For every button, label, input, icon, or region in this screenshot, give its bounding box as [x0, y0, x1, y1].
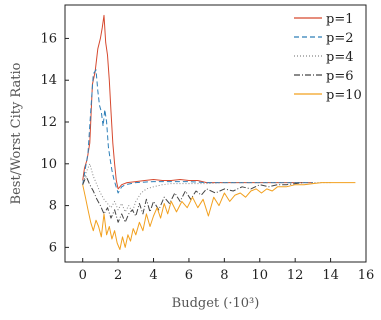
series-line-p=1 [82, 14, 313, 190]
legend-label: p=2 [326, 31, 354, 46]
series-line-p=4 [82, 163, 331, 213]
legend: p=1 p=2 p=4 p=6 p=10 [294, 12, 362, 103]
x-tick-label: 6 [185, 268, 193, 283]
y-tick-label: 12 [40, 115, 57, 130]
y-axis-title: Best/Worst City Ratio [9, 62, 24, 204]
x-tick-label: 8 [220, 268, 228, 283]
x-tick-label: 4 [149, 268, 157, 283]
y-tick-label: 16 [40, 31, 57, 46]
x-tick-label: 0 [79, 268, 87, 283]
x-tick-label: 2 [114, 268, 122, 283]
y-tick-label: 6 [49, 240, 57, 255]
legend-label: p=4 [326, 50, 354, 65]
y-tick-label: 14 [40, 73, 57, 88]
series-lines [82, 14, 356, 250]
x-axis-title: Budget (·10³) [172, 296, 260, 311]
axis-ticks: 0 2 4 6 8 10 12 14 16 6 8 10 12 14 16 [40, 31, 374, 283]
series-line-p=10 [82, 182, 356, 250]
legend-label: p=6 [326, 69, 354, 84]
x-tick-label: 10 [251, 268, 268, 283]
legend-label: p=1 [326, 12, 354, 27]
y-tick-label: 8 [49, 199, 57, 214]
plot-frame [64, 4, 367, 263]
y-tick-label: 10 [40, 157, 57, 172]
series-line-p=6 [82, 175, 305, 223]
x-tick-label: 16 [358, 268, 375, 283]
x-tick-label: 12 [287, 268, 304, 283]
legend-label: p=10 [326, 88, 362, 103]
x-tick-label: 14 [322, 268, 339, 283]
series-line-p=2 [82, 69, 313, 194]
